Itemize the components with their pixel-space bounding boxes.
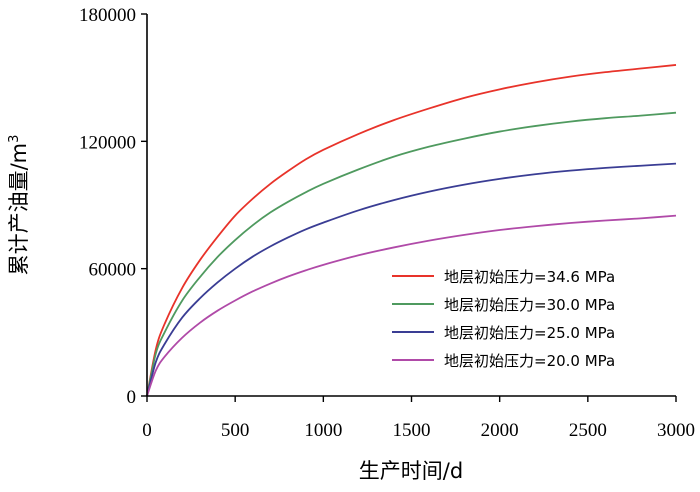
x-tick-label: 2500 (569, 420, 607, 441)
series-line-3 (146, 162, 677, 397)
x-tick-label: 500 (221, 420, 250, 441)
y-axis-title: 累计产油量/m3 (7, 135, 31, 276)
x-tick-label: 2000 (481, 420, 519, 441)
series-line-2 (146, 111, 677, 397)
x-tick-label: 3000 (657, 420, 695, 441)
x-axis-title: 生产时间/d (359, 459, 463, 483)
y-tick-label: 180000 (79, 5, 136, 26)
series-line-4 (146, 214, 677, 397)
legend-label-1: 地层初始压力=34.6 MPa (444, 268, 615, 286)
legend-label-2: 地层初始压力=30.0 MPa (444, 296, 615, 314)
ticks-layer: 0 500 1000 1500 2000 2500 3000 0 60000 120000 1800… (79, 5, 695, 441)
y-tick-label: 120000 (79, 132, 136, 153)
series-layer (146, 64, 677, 397)
legend-label-3: 地层初始压力=25.0 MPa (444, 324, 615, 342)
y-tick-label: 60000 (89, 260, 137, 281)
x-tick-label: 1500 (393, 420, 431, 441)
x-tick-label: 1000 (304, 420, 342, 441)
legend: 地层初始压力=34.6 MPa 地层初始压力=30.0 MPa 地层初始压力=25.… (392, 268, 615, 370)
y-tick-label: 0 (127, 387, 137, 408)
x-tick-label: 0 (142, 420, 152, 441)
y-axis-title-superscript: 3 (7, 135, 22, 143)
series-line-1 (146, 64, 677, 397)
legend-label-4: 地层初始压力=20.0 MPa (444, 352, 615, 370)
